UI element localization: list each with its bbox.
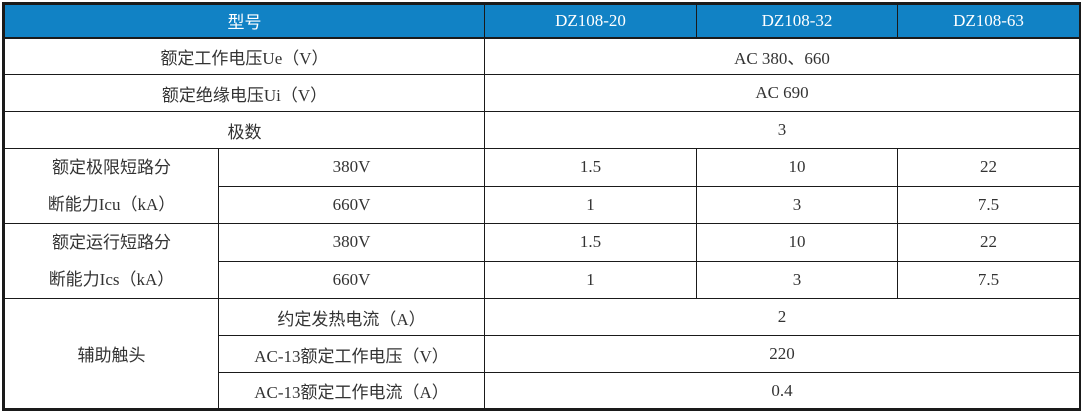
value-ics-660v-dz108-32: 3: [696, 260, 898, 299]
label-poles: 极数: [3, 111, 485, 149]
label-aux-group: 辅助触头: [3, 298, 219, 410]
row-ics-380v: 额定运行短路分 断能力Ics（kA） 380V 1.5 10 22: [3, 223, 1081, 299]
row-ics-660v: 660V 1 3 7.5: [4, 260, 1081, 299]
value-icu-660v-dz108-20: 1: [484, 185, 697, 224]
label-ics-660v: 660V: [218, 260, 485, 299]
value-aux-ac13-voltage: 220: [484, 335, 1081, 373]
header-model-label: 型号: [3, 3, 485, 39]
row-icu-660v: 660V 1 3 7.5: [4, 185, 1081, 224]
label-rated-insulation-voltage: 额定绝缘电压Ui（V）: [3, 74, 485, 112]
row-aux-thermal-current: 辅助触头 约定发热电流（A） 2: [3, 298, 1081, 410]
row-rated-working-voltage: 额定工作电压Ue（V） AC 380、660: [3, 37, 1081, 75]
header-model-dz108-32: DZ108-32: [696, 3, 898, 39]
label-aux-thermal-current: 约定发热电流（A）: [218, 298, 485, 336]
value-icu-380v-dz108-63: 22: [897, 148, 1081, 187]
header-model-dz108-20: DZ108-20: [484, 3, 697, 39]
value-ics-660v-dz108-20: 1: [484, 260, 697, 299]
value-ics-660v-dz108-63: 7.5: [897, 260, 1081, 299]
label-ics-group: 额定运行短路分 断能力Ics（kA）: [3, 223, 219, 299]
header-row: 型号 DZ108-20 DZ108-32 DZ108-63: [3, 3, 1081, 39]
row-icu-380v: 额定极限短路分 断能力Icu（kA） 380V 1.5 10 22: [3, 148, 1081, 224]
label-icu-660v: 660V: [218, 185, 485, 224]
value-icu-660v-dz108-63: 7.5: [897, 185, 1081, 224]
header-model-dz108-63: DZ108-63: [897, 3, 1081, 39]
value-ics-380v-dz108-32: 10: [696, 223, 898, 262]
label-aux-ac13-voltage: AC-13额定工作电压（V）: [218, 335, 485, 373]
label-rated-working-voltage: 额定工作电压Ue（V）: [3, 37, 485, 75]
row-rated-insulation-voltage: 额定绝缘电压Ui（V） AC 690: [3, 74, 1081, 112]
value-poles: 3: [484, 111, 1081, 149]
value-aux-ac13-current: 0.4: [484, 372, 1081, 410]
value-rated-insulation-voltage: AC 690: [484, 74, 1081, 112]
value-icu-380v-dz108-32: 10: [696, 148, 898, 187]
row-poles: 极数 3: [3, 111, 1081, 149]
label-icu-380v: 380V: [218, 148, 485, 187]
label-icu-group: 额定极限短路分 断能力Icu（kA）: [3, 148, 219, 224]
label-ics-380v: 380V: [218, 223, 485, 262]
value-ics-380v-dz108-63: 22: [897, 223, 1081, 262]
value-aux-thermal-current: 2: [484, 298, 1081, 336]
value-icu-380v-dz108-20: 1.5: [484, 148, 697, 187]
label-aux-ac13-current: AC-13额定工作电流（A）: [218, 372, 485, 410]
value-icu-660v-dz108-32: 3: [696, 185, 898, 224]
row-aux-ac13-current: AC-13额定工作电流（A） 0.4: [4, 372, 1081, 410]
value-ics-380v-dz108-20: 1.5: [484, 223, 697, 262]
value-rated-working-voltage: AC 380、660: [484, 37, 1081, 75]
